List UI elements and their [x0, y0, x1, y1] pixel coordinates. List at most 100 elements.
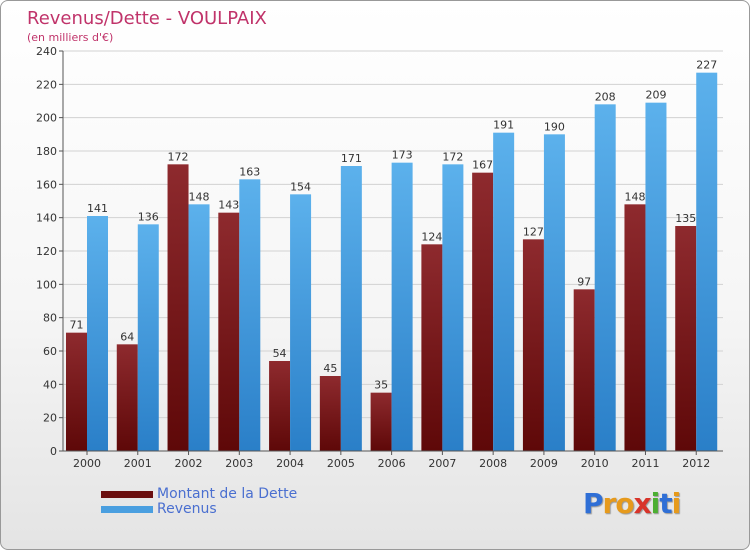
- logo-letter: o: [615, 487, 634, 520]
- y-tick-label: 240: [36, 45, 57, 58]
- data-label-debt: 97: [577, 275, 591, 288]
- bar-debt: [116, 344, 138, 451]
- legend-item-revenue: Revenus: [101, 502, 297, 517]
- y-tick-label: 200: [36, 112, 57, 125]
- logo-letter: i: [671, 487, 682, 520]
- bar-revenue: [87, 216, 108, 451]
- x-tick-label: 2009: [530, 457, 558, 470]
- data-label-debt: 143: [218, 199, 239, 212]
- y-tick-label: 40: [43, 378, 57, 391]
- bar-revenue: [188, 204, 210, 451]
- legend-swatch-revenue: [101, 506, 153, 513]
- data-label-revenue: 154: [290, 180, 311, 193]
- x-tick-label: 2001: [124, 457, 152, 470]
- data-label-revenue: 190: [544, 120, 565, 133]
- x-tick-label: 2000: [73, 457, 101, 470]
- legend-label-debt: Montant de la Dette: [157, 486, 298, 502]
- y-tick-label: 80: [43, 312, 57, 325]
- data-label-debt: 135: [675, 212, 696, 225]
- data-label-revenue: 172: [442, 150, 463, 163]
- data-label-debt: 54: [273, 347, 287, 360]
- bar-revenue: [391, 162, 413, 451]
- y-axis: 0 20 40 60 80 100 120 140 160 180 200 220 240: [36, 45, 64, 458]
- data-label-revenue: 171: [341, 152, 362, 165]
- bar-revenue: [239, 179, 261, 452]
- bar-debt: [573, 289, 595, 451]
- chart-title: Revenus/Dette - VOULPAIX: [27, 8, 267, 29]
- y-tick-label: 0: [50, 445, 57, 458]
- legend-swatch-debt: [101, 491, 153, 498]
- legend-item-debt: Montant de la Dette: [101, 487, 297, 502]
- data-label-revenue: 136: [138, 210, 159, 223]
- y-tick-label: 220: [36, 78, 57, 91]
- data-label-debt: 124: [421, 230, 442, 243]
- bar-revenue: [442, 164, 464, 452]
- logo-letter: t: [659, 487, 672, 520]
- bar-revenue: [137, 224, 159, 451]
- bar-revenue: [594, 104, 616, 451]
- bar-revenue: [543, 134, 565, 452]
- proxiti-logo: Proxiti: [583, 487, 682, 520]
- bar-debt: [167, 164, 189, 452]
- bar-revenue: [340, 166, 362, 451]
- data-label-debt: 148: [624, 190, 645, 203]
- legend-label-revenue: Revenus: [157, 501, 217, 517]
- y-tick-label: 100: [36, 278, 57, 291]
- bar-debt: [675, 226, 697, 451]
- data-label-revenue: 209: [645, 89, 666, 102]
- data-label-revenue: 208: [595, 90, 616, 103]
- bar-debt: [218, 212, 240, 451]
- bar-debt: [269, 361, 291, 451]
- y-tick-label: 60: [43, 345, 57, 358]
- x-axis: 2000 2001 2002 2003 2004 2005 2006 2007 2008 2009…: [63, 450, 723, 470]
- y-tick-label: 20: [43, 412, 57, 425]
- bar-debt: [66, 332, 87, 451]
- x-tick-label: 2005: [327, 457, 355, 470]
- data-label-revenue: 191: [493, 119, 514, 132]
- bar-debt: [624, 204, 646, 451]
- data-label-revenue: 163: [239, 165, 260, 178]
- bar-debt: [472, 172, 494, 451]
- x-tick-label: 2004: [276, 457, 304, 470]
- x-tick-label: 2006: [378, 457, 406, 470]
- legend: Montant de la Dette Revenus: [101, 487, 297, 517]
- x-tick-label: 2012: [682, 457, 710, 470]
- bar-revenue: [493, 132, 515, 451]
- data-label-debt: 45: [323, 362, 337, 375]
- data-label-debt: 71: [70, 319, 84, 332]
- x-tick-label: 2003: [225, 457, 253, 470]
- data-labels: 71 141 64 136 172 148 143 163 54 154 45 171 35 173 124…: [70, 59, 718, 392]
- bar-revenue: [696, 72, 718, 452]
- data-label-debt: 64: [120, 330, 134, 343]
- data-label-debt: 167: [472, 159, 493, 172]
- data-label-revenue: 173: [392, 149, 413, 162]
- data-label-revenue: 227: [696, 59, 717, 72]
- data-label-revenue: 141: [87, 202, 108, 215]
- x-tick-label: 2008: [479, 457, 507, 470]
- y-tick-label: 120: [36, 245, 57, 258]
- x-tick-label: 2011: [631, 457, 659, 470]
- y-tick-label: 180: [36, 145, 57, 158]
- bar-debt: [319, 376, 341, 451]
- bar-debt: [522, 239, 544, 451]
- y-tick-label: 140: [36, 212, 57, 225]
- logo-letter: r: [602, 487, 617, 520]
- chart-subtitle: (en milliers d'€): [27, 31, 113, 44]
- y-tick-label: 160: [36, 178, 57, 191]
- data-label-debt: 172: [168, 150, 189, 163]
- data-label-debt: 35: [374, 379, 388, 392]
- x-tick-label: 2010: [581, 457, 609, 470]
- logo-letter: i: [650, 487, 661, 520]
- data-label-revenue: 148: [189, 190, 210, 203]
- logo-letter: x: [633, 487, 652, 520]
- bar-debt: [370, 392, 392, 451]
- data-label-debt: 127: [523, 225, 544, 238]
- bar-debt: [421, 244, 443, 451]
- logo-letter: P: [583, 487, 604, 520]
- bar-revenue: [290, 194, 312, 452]
- x-tick-label: 2007: [428, 457, 456, 470]
- bar-revenue: [645, 102, 667, 452]
- bars: [66, 72, 718, 452]
